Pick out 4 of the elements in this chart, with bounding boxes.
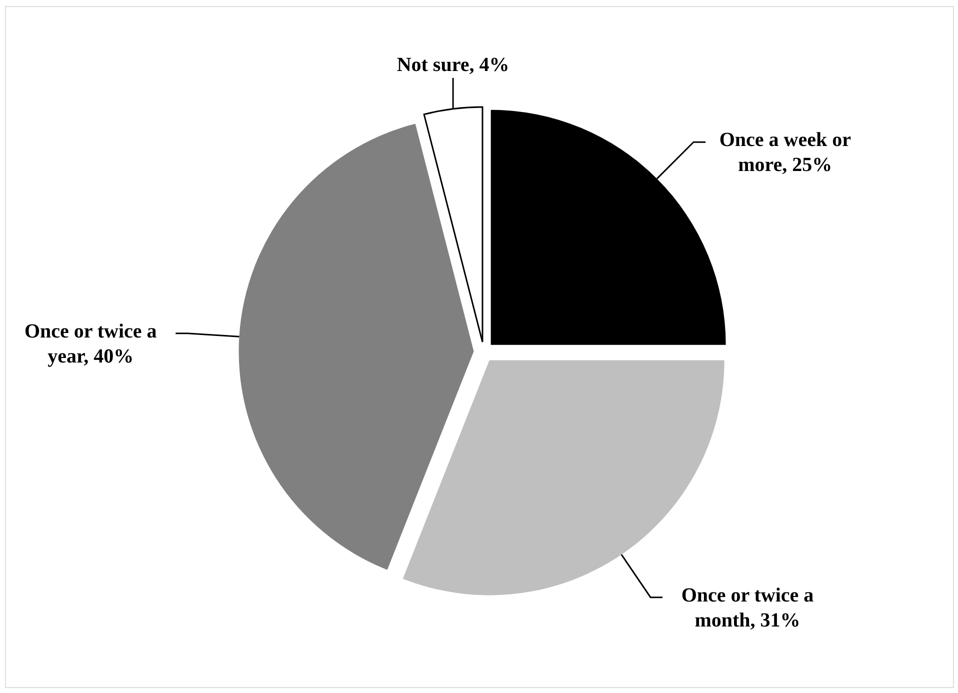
slice-label: Once or twice a year, 40% bbox=[24, 320, 157, 368]
slice-label: Not sure, 4% bbox=[396, 54, 510, 76]
slice-label: Once a week or more, 25% bbox=[719, 129, 852, 176]
slice-label: Once or twice a month, 31% bbox=[681, 584, 814, 632]
